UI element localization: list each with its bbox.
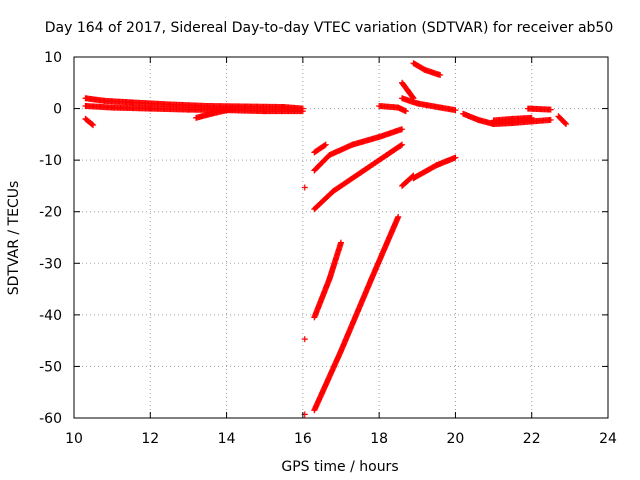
data-point — [562, 120, 569, 127]
data-point — [301, 336, 308, 343]
y-tick-label: -10 — [39, 153, 62, 169]
x-tick-label: 22 — [523, 431, 541, 447]
y-tick-label: -40 — [39, 308, 62, 324]
y-tick-label: -60 — [39, 411, 62, 427]
data-point — [528, 114, 535, 121]
data-point — [563, 121, 570, 128]
x-tick-label: 20 — [447, 431, 465, 447]
data-point — [547, 106, 554, 113]
series-track-7 — [311, 141, 406, 213]
series-track-5 — [311, 141, 329, 156]
x-axis-label: GPS time / hours — [281, 459, 398, 475]
series-track-12 — [410, 60, 444, 79]
series-track-11 — [399, 79, 417, 102]
series-track-2 — [82, 102, 306, 115]
data-point — [231, 105, 238, 112]
series-track-17 — [490, 114, 535, 124]
series-track-13 — [399, 95, 459, 114]
y-tick-label: -50 — [39, 359, 62, 375]
data-point — [402, 108, 409, 115]
data-point — [338, 239, 344, 246]
chart-title: Day 164 of 2017, Sidereal Day-to-day VTE… — [45, 20, 614, 36]
plot-frame — [73, 56, 609, 419]
series-track-15 — [410, 154, 459, 182]
series-track-9 — [311, 213, 402, 414]
data-point — [299, 108, 306, 115]
data-point — [452, 154, 459, 161]
data-point — [399, 126, 406, 133]
data-point — [301, 184, 308, 191]
x-tick-labels: 10 12 14 16 18 20 22 24 — [65, 431, 617, 447]
series-track-10 — [376, 102, 409, 115]
data-point — [399, 141, 406, 148]
y-tick-label: 10 — [44, 50, 62, 66]
x-tick-label: 10 — [65, 431, 83, 447]
series-track-4 — [193, 105, 238, 121]
series-track-8 — [311, 239, 344, 321]
x-tick-label: 18 — [370, 431, 388, 447]
data-points — [82, 60, 570, 418]
y-tick-label: 0 — [53, 102, 62, 118]
y-tick-label: -20 — [39, 205, 62, 221]
data-point — [395, 213, 402, 220]
series-track-19 — [555, 113, 570, 128]
data-point — [322, 141, 329, 148]
y-tick-label: -30 — [39, 256, 62, 272]
data-point — [547, 116, 554, 123]
axis-ticks — [73, 56, 609, 419]
data-point — [89, 121, 96, 128]
data-point — [398, 142, 405, 149]
x-tick-label: 24 — [599, 431, 617, 447]
y-axis-label: SDTVAR / TECUs — [6, 181, 22, 296]
y-tick-labels: 10 0 -10 -20 -30 -40 -50 -60 — [39, 50, 62, 427]
x-tick-label: 16 — [294, 431, 312, 447]
data-point — [90, 122, 97, 129]
data-point — [452, 107, 459, 114]
series-outliers — [301, 184, 308, 418]
data-point — [321, 142, 328, 149]
x-tick-label: 14 — [218, 431, 236, 447]
series-track-18 — [524, 105, 554, 113]
data-point — [437, 72, 444, 79]
series-track-3 — [82, 115, 97, 129]
series-track-6 — [311, 126, 406, 174]
x-tick-label: 12 — [141, 431, 159, 447]
